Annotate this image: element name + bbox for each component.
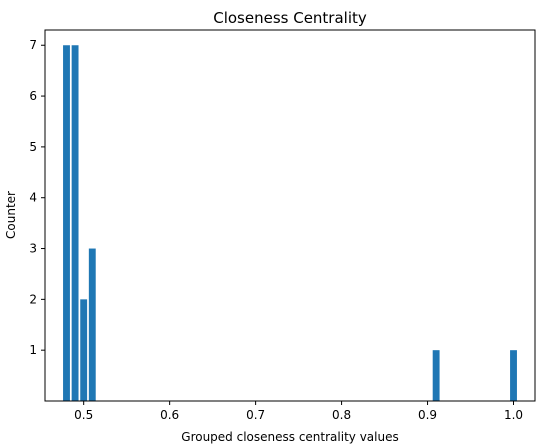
bar-3 [88,248,96,401]
bars-layer [63,45,517,401]
y-tick-label: 3 [29,242,37,256]
x-tick-label: 0.5 [74,408,93,422]
bar-1 [71,45,79,401]
y-tick-label: 1 [29,343,37,357]
bar-4 [432,350,440,401]
y-tick-label: 4 [29,191,37,205]
x-axis-label: Grouped closeness centrality values [181,430,398,444]
x-tick-label: 0.9 [418,408,437,422]
x-axis-ticks: 0.5 0.6 0.7 0.8 0.9 1.0 [74,401,523,422]
x-tick-label: 0.7 [246,408,265,422]
y-axis-ticks: 1 2 3 4 5 6 7 [29,38,45,357]
y-tick-label: 5 [29,140,37,154]
y-tick-label: 2 [29,292,37,306]
chart-title: Closeness Centrality [213,9,367,27]
x-tick-label: 1.0 [504,408,523,422]
x-tick-label: 0.8 [332,408,351,422]
bar-5 [510,350,517,401]
plot-frame [44,29,536,402]
x-tick-label: 0.6 [160,408,179,422]
y-tick-label: 6 [29,89,37,103]
y-axis-label: Counter [4,191,18,239]
bar-0 [63,45,70,401]
bar-2 [80,299,88,401]
y-tick-label: 7 [29,38,37,52]
axes-layer [44,29,536,402]
